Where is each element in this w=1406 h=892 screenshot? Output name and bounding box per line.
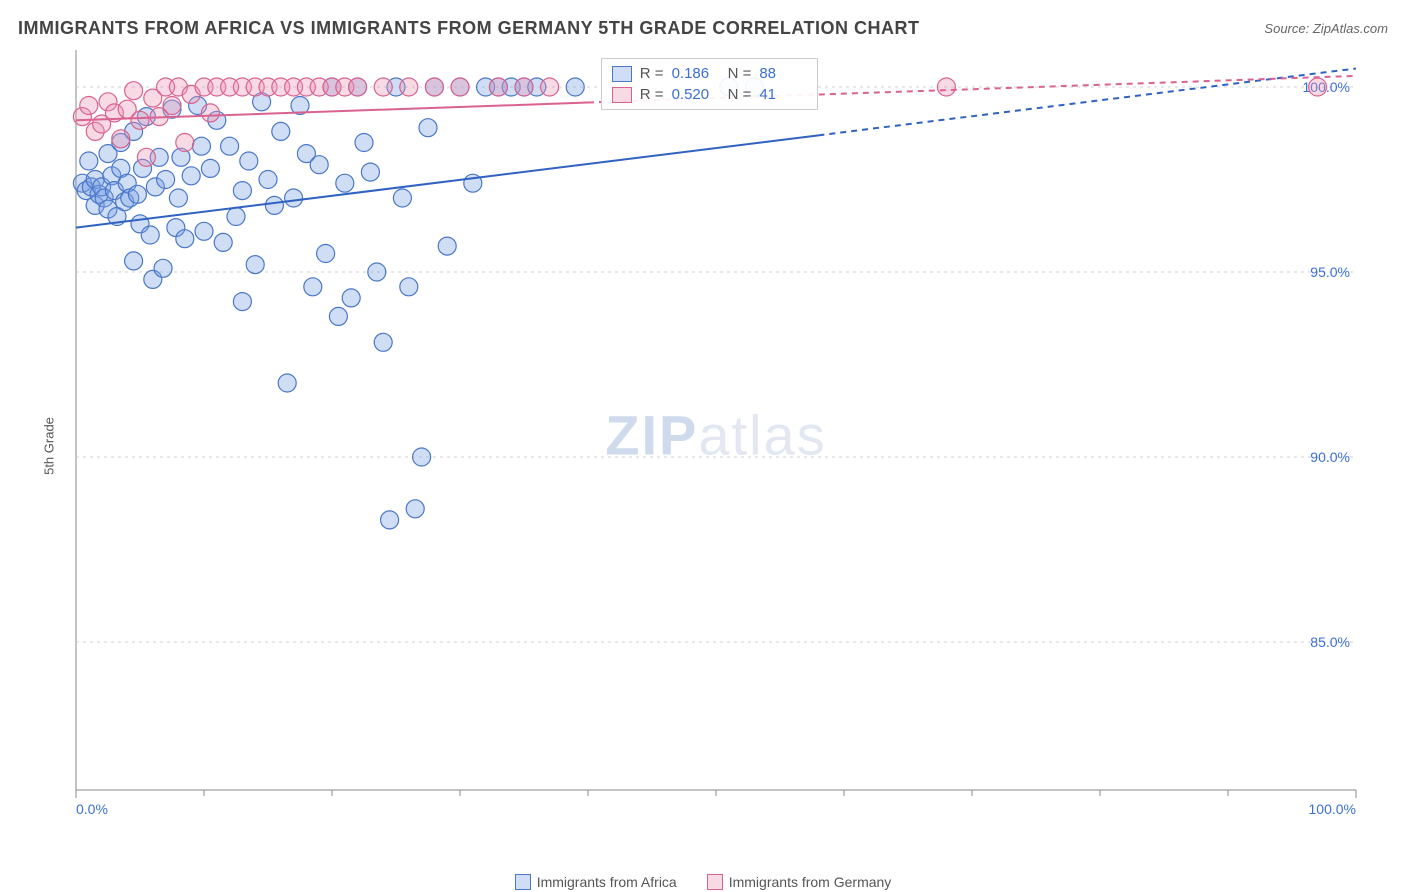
- scatter-point: [541, 78, 559, 96]
- scatter-point: [163, 97, 181, 115]
- scatter-point: [425, 78, 443, 96]
- scatter-point: [374, 333, 392, 351]
- scatter-point: [515, 78, 533, 96]
- svg-text:95.0%: 95.0%: [1310, 264, 1350, 280]
- svg-text:0.0%: 0.0%: [76, 801, 108, 817]
- scatter-point: [451, 78, 469, 96]
- scatter-point: [285, 189, 303, 207]
- legend-label: Immigrants from Germany: [729, 874, 892, 890]
- scatter-point: [278, 374, 296, 392]
- scatter-point: [195, 222, 213, 240]
- svg-text:85.0%: 85.0%: [1310, 634, 1350, 650]
- scatter-point: [141, 226, 159, 244]
- scatter-point: [304, 278, 322, 296]
- scatter-point: [201, 104, 219, 122]
- scatter-point: [201, 159, 219, 177]
- stats-r-label: R =: [640, 65, 664, 82]
- scatter-point: [400, 278, 418, 296]
- stats-r-label: R =: [640, 86, 664, 103]
- stats-n-value: 88: [759, 65, 807, 82]
- stats-row: R = 0.520 N = 41: [602, 84, 818, 105]
- scatter-point: [419, 119, 437, 137]
- stats-r-value: 0.186: [672, 65, 720, 82]
- scatter-point: [342, 289, 360, 307]
- scatter-point: [128, 185, 146, 203]
- scatter-point: [214, 233, 232, 251]
- scatter-point: [489, 78, 507, 96]
- scatter-point: [131, 111, 149, 129]
- scatter-point: [176, 230, 194, 248]
- scatter-point: [413, 448, 431, 466]
- scatter-point: [112, 130, 130, 148]
- scatter-point: [406, 500, 424, 518]
- legend-item: Immigrants from Germany: [707, 874, 892, 890]
- scatter-point: [240, 152, 258, 170]
- scatter-point: [317, 245, 335, 263]
- scatter-point: [329, 307, 347, 325]
- scatter-point: [400, 78, 418, 96]
- scatter-point: [233, 182, 251, 200]
- stats-r-value: 0.520: [672, 86, 720, 103]
- scatter-point: [233, 293, 251, 311]
- scatter-point: [566, 78, 584, 96]
- legend-item: Immigrants from Africa: [515, 874, 677, 890]
- scatter-point: [157, 171, 175, 189]
- scatter-point: [393, 189, 411, 207]
- svg-text:100.0%: 100.0%: [1309, 801, 1356, 817]
- stats-n-label: N =: [728, 65, 752, 82]
- legend-swatch: [515, 874, 531, 890]
- scatter-point: [336, 174, 354, 192]
- scatter-point: [937, 78, 955, 96]
- scatter-point: [137, 148, 155, 166]
- scatter-point: [368, 263, 386, 281]
- scatter-point: [259, 171, 277, 189]
- scatter-point: [221, 137, 239, 155]
- svg-text:90.0%: 90.0%: [1310, 449, 1350, 465]
- scatter-point: [246, 256, 264, 274]
- scatter-point: [227, 208, 245, 226]
- scatter-point: [361, 163, 379, 181]
- scatter-point: [265, 196, 283, 214]
- chart-source: Source: ZipAtlas.com: [1264, 21, 1388, 36]
- scatter-point: [154, 259, 172, 277]
- scatter-point: [374, 78, 392, 96]
- stats-n-value: 41: [759, 86, 807, 103]
- y-axis-label: 5th Grade: [41, 417, 56, 475]
- scatter-chart: 85.0%90.0%95.0%100.0%0.0%100.0%: [56, 50, 1376, 820]
- stats-row: R = 0.186 N = 88: [602, 63, 818, 84]
- legend-label: Immigrants from Africa: [537, 874, 677, 890]
- scatter-point: [1309, 78, 1327, 96]
- scatter-point: [125, 82, 143, 100]
- scatter-point: [438, 237, 456, 255]
- scatter-point: [80, 152, 98, 170]
- scatter-point: [381, 511, 399, 529]
- scatter-point: [125, 252, 143, 270]
- chart-title: IMMIGRANTS FROM AFRICA VS IMMIGRANTS FRO…: [18, 18, 919, 39]
- chart-area: 85.0%90.0%95.0%100.0%0.0%100.0% ZIPatlas…: [56, 50, 1376, 820]
- scatter-point: [349, 78, 367, 96]
- scatter-point: [80, 97, 98, 115]
- scatter-point: [182, 167, 200, 185]
- correlation-stats-box: R = 0.186 N = 88 R = 0.520 N = 41: [601, 58, 819, 110]
- stats-n-label: N =: [728, 86, 752, 103]
- chart-legend: Immigrants from Africa Immigrants from Ge…: [0, 874, 1406, 890]
- scatter-point: [192, 137, 210, 155]
- stats-swatch: [612, 66, 632, 82]
- scatter-point: [310, 156, 328, 174]
- stats-swatch: [612, 87, 632, 103]
- scatter-point: [176, 134, 194, 152]
- scatter-point: [272, 122, 290, 140]
- scatter-point: [169, 189, 187, 207]
- legend-swatch: [707, 874, 723, 890]
- chart-header: IMMIGRANTS FROM AFRICA VS IMMIGRANTS FRO…: [18, 18, 1388, 39]
- scatter-point: [355, 134, 373, 152]
